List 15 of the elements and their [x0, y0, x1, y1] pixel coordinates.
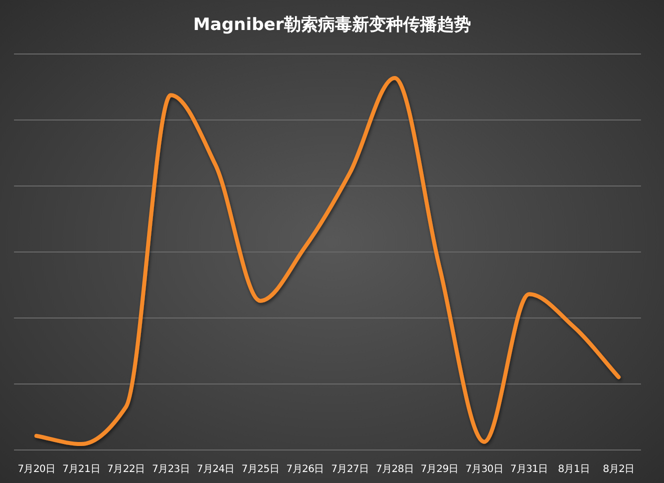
x-tick: 7月27日 [331, 464, 369, 475]
x-tick: 8月2日 [602, 464, 634, 475]
x-tick: 7月29日 [420, 464, 458, 475]
x-tick: 7月28日 [376, 464, 414, 475]
x-tick: 7月20日 [18, 464, 56, 475]
x-tick: 7月23日 [152, 464, 190, 475]
x-tick: 7月31日 [510, 464, 548, 475]
x-tick: 8月1日 [558, 464, 590, 475]
x-tick: 7月22日 [107, 464, 145, 475]
x-tick: 7月24日 [196, 464, 234, 475]
x-tick: 7月25日 [242, 464, 280, 475]
x-tick: 7月30日 [465, 464, 504, 475]
x-tick: 7月26日 [286, 464, 324, 475]
x-tick: 7月21日 [62, 464, 100, 475]
title: Magniber勒索病毒新变种传播趋势 [193, 15, 471, 35]
